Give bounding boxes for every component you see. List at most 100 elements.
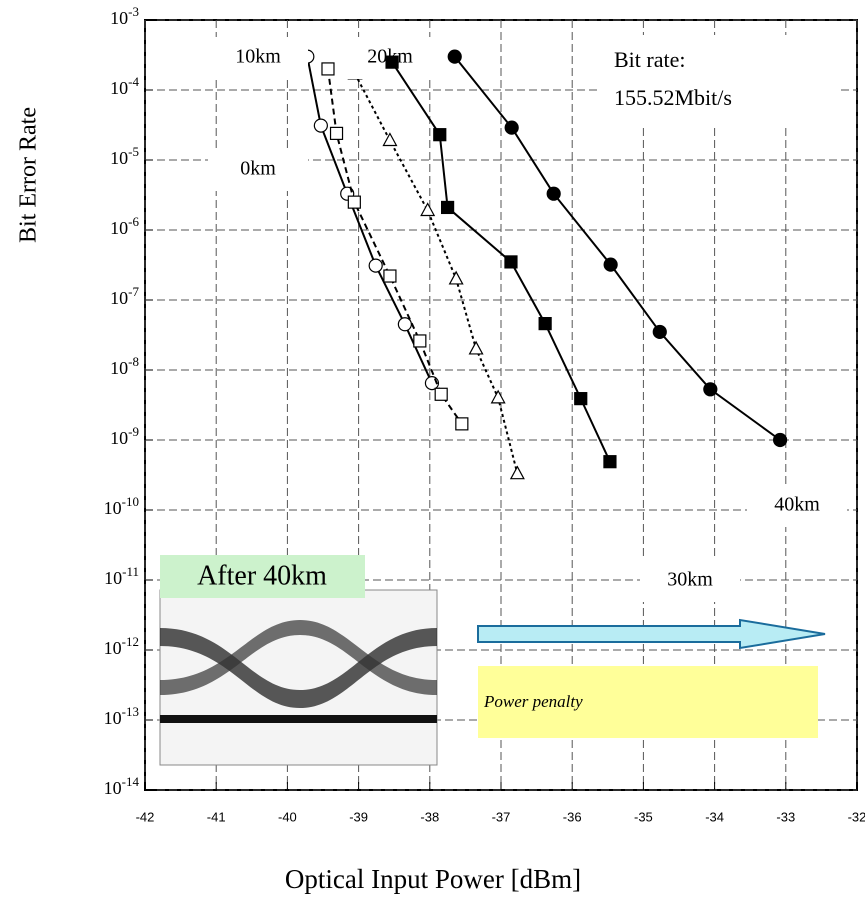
x-tick-label: -36 <box>563 809 582 824</box>
tick-exp: -7 <box>128 284 139 299</box>
series-label-box <box>747 485 847 527</box>
y-tick-label: 10-5 <box>110 144 139 168</box>
tick-exp: -4 <box>128 74 139 89</box>
marker <box>347 195 361 209</box>
y-tick-label: 10-8 <box>110 354 139 378</box>
x-tick-label: -42 <box>136 809 155 824</box>
x-tick-label: -37 <box>492 809 511 824</box>
marker <box>504 120 519 135</box>
tick-base: 10 <box>104 638 122 658</box>
series-label: 10km <box>235 46 281 68</box>
x-tick-label: -32 <box>848 809 865 824</box>
x-tick-label: -39 <box>349 809 368 824</box>
y-tick-label: 10-9 <box>110 424 139 448</box>
marker <box>383 269 397 283</box>
marker <box>652 324 667 340</box>
marker <box>313 118 328 133</box>
marker <box>420 202 436 217</box>
marker <box>448 270 464 285</box>
series-label: 40km <box>774 494 820 516</box>
eye-band <box>160 620 437 695</box>
marker <box>455 417 469 431</box>
marker <box>434 387 448 401</box>
tick-base: 10 <box>104 708 122 728</box>
marker <box>468 340 484 355</box>
tick-base: 10 <box>110 428 128 448</box>
tick-exp: -3 <box>128 4 139 19</box>
eye-inset <box>159 589 438 766</box>
tick-base: 10 <box>104 778 122 798</box>
y-tick-label: 10-11 <box>104 564 139 588</box>
tick-base: 10 <box>110 288 128 308</box>
x-tick-label: -41 <box>207 809 226 824</box>
y-tick-label: 10-12 <box>104 634 139 658</box>
series-label-box <box>640 560 740 602</box>
inset-label: After 40km <box>197 560 327 591</box>
marker <box>538 317 552 331</box>
tick-exp: -9 <box>128 424 139 439</box>
x-tick-label: -38 <box>420 809 439 824</box>
bit-rate-label: Bit rate: <box>614 47 685 72</box>
x-tick-label: -40 <box>278 809 297 824</box>
marker <box>329 126 344 140</box>
marker <box>368 258 383 273</box>
tick-exp: -5 <box>128 144 139 159</box>
tick-exp: -13 <box>122 704 139 719</box>
series-label-box <box>208 149 308 191</box>
marker <box>447 49 462 64</box>
series-label: 30km <box>667 569 713 591</box>
y-axis-label: Bit Error Rate <box>16 107 42 243</box>
tick-base: 10 <box>110 358 128 378</box>
series-label-box <box>208 37 308 79</box>
tick-exp: -12 <box>122 634 139 649</box>
tick-base: 10 <box>110 78 128 98</box>
marker <box>603 257 618 272</box>
marker <box>509 465 525 480</box>
x-tick-label: -34 <box>705 809 724 824</box>
x-axis-label: Optical Input Power [dBm] <box>285 864 581 894</box>
marker <box>703 382 718 397</box>
y-tick-label: 10-7 <box>110 284 139 308</box>
marker <box>385 55 399 69</box>
tick-exp: -10 <box>122 494 139 509</box>
marker <box>433 128 447 142</box>
plot <box>144 19 858 791</box>
penalty-label: Power penalty <box>483 692 583 711</box>
marker <box>441 200 455 215</box>
marker <box>574 392 588 406</box>
tick-base: 10 <box>110 148 128 168</box>
bit-rate-value: 155.52Mbit/s <box>614 85 732 110</box>
marker <box>603 455 617 469</box>
marker <box>321 62 335 76</box>
marker <box>773 432 788 448</box>
inset-label-box <box>160 555 365 598</box>
tick-base: 10 <box>104 498 122 518</box>
tick-exp: -14 <box>122 774 140 789</box>
tick-exp: -8 <box>128 354 139 369</box>
series-line <box>306 56 433 384</box>
y-tick-label: 10-4 <box>110 74 139 98</box>
y-tick-label: 10-10 <box>104 494 139 518</box>
marker <box>546 186 561 201</box>
y-tick-label: 10-6 <box>110 214 139 238</box>
marker <box>413 334 427 348</box>
marker <box>490 389 506 404</box>
x-tick-label: -35 <box>634 809 653 824</box>
series-label: 0km <box>240 158 276 180</box>
tick-exp: -6 <box>128 214 139 229</box>
tick-exp: -11 <box>122 564 139 579</box>
tick-base: 10 <box>110 8 128 28</box>
penalty-arrow <box>477 618 826 650</box>
marker <box>504 255 518 269</box>
tick-base: 10 <box>110 218 128 238</box>
y-tick-label: 10-14 <box>104 774 140 798</box>
marker <box>382 132 398 147</box>
y-tick-label: 10-3 <box>110 4 139 28</box>
x-tick-label: -33 <box>776 809 795 824</box>
eye-band <box>160 628 437 708</box>
tick-base: 10 <box>104 568 122 588</box>
penalty-box <box>478 666 818 738</box>
eye-baseline <box>160 715 437 723</box>
note-box <box>598 35 840 125</box>
